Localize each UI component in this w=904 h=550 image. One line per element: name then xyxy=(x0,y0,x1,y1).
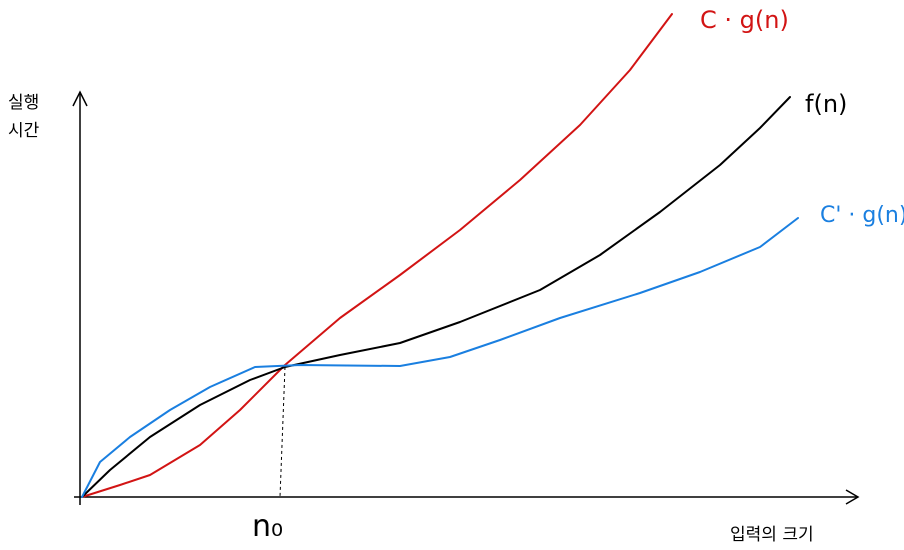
curve-label: C' · g(n) xyxy=(820,203,904,228)
y-axis-arrow xyxy=(72,90,88,107)
curve-label: C · g(n) xyxy=(700,6,789,34)
y-axis-label: 실행 xyxy=(8,93,39,113)
c-g-curve xyxy=(81,13,673,498)
c-prime-g-curve xyxy=(81,217,799,498)
f-curve xyxy=(81,96,791,498)
x-axis-label: 입력의 크기 xyxy=(730,525,814,545)
x-axis-arrow xyxy=(845,489,860,505)
curve-label: f(n) xyxy=(805,90,847,118)
n0-guide xyxy=(279,366,286,498)
y-axis-label: 시간 xyxy=(8,121,40,141)
n0-label: n₀ xyxy=(252,509,283,544)
